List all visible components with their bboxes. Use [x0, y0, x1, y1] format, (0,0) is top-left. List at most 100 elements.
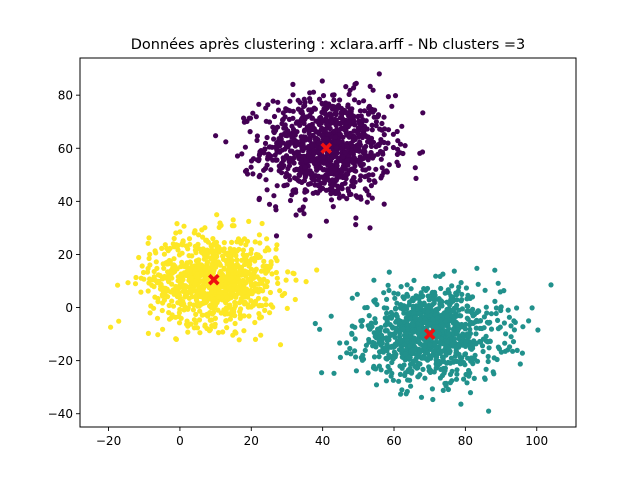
- data-point: [360, 126, 366, 132]
- data-point: [290, 81, 296, 87]
- data-point: [341, 126, 347, 132]
- data-point: [236, 280, 242, 286]
- data-point: [264, 268, 271, 274]
- data-point: [295, 149, 301, 155]
- data-point: [197, 330, 203, 336]
- data-point: [200, 283, 206, 289]
- data-point: [195, 257, 201, 264]
- data-point: [356, 99, 362, 106]
- data-point: [408, 383, 414, 389]
- data-point: [149, 282, 155, 288]
- data-point: [376, 354, 382, 360]
- data-point: [182, 264, 188, 270]
- data-point: [399, 387, 405, 393]
- data-point: [351, 85, 357, 91]
- data-point: [201, 252, 208, 258]
- data-point: [361, 108, 368, 114]
- data-point: [507, 344, 513, 350]
- data-point: [413, 293, 419, 299]
- data-point: [191, 281, 198, 287]
- data-point: [198, 262, 204, 268]
- data-point: [133, 274, 139, 281]
- data-point: [453, 344, 459, 350]
- data-point: [169, 312, 175, 318]
- y-tick-label: 0: [65, 301, 73, 315]
- data-point: [355, 113, 361, 119]
- data-point: [215, 245, 221, 251]
- centroid-marker-1: [208, 273, 220, 286]
- data-point: [451, 268, 457, 274]
- data-point: [425, 350, 431, 356]
- data-point: [484, 310, 490, 316]
- data-point: [395, 138, 401, 144]
- data-point: [353, 80, 359, 86]
- data-point: [197, 246, 203, 252]
- data-point: [287, 197, 294, 204]
- data-point: [116, 318, 122, 324]
- data-point: [352, 348, 358, 354]
- data-point: [331, 104, 337, 110]
- data-point: [332, 116, 338, 122]
- data-point: [266, 201, 273, 207]
- data-point: [369, 195, 375, 201]
- data-point: [461, 376, 467, 382]
- data-point: [246, 218, 252, 224]
- data-point: [360, 155, 367, 161]
- data-point: [418, 303, 424, 309]
- data-point: [212, 321, 218, 327]
- data-point: [293, 277, 299, 283]
- data-point: [204, 311, 210, 317]
- data-point: [398, 391, 404, 397]
- data-point: [366, 110, 372, 116]
- data-point: [209, 317, 215, 323]
- data-point: [258, 280, 264, 286]
- data-point: [283, 107, 289, 114]
- data-point: [249, 256, 255, 262]
- data-point: [437, 339, 443, 345]
- data-point: [227, 316, 233, 322]
- data-point: [328, 118, 334, 124]
- data-point: [241, 115, 247, 121]
- data-point: [316, 183, 322, 189]
- data-point: [417, 150, 423, 156]
- data-point: [343, 84, 349, 90]
- data-point: [294, 119, 300, 125]
- data-point: [301, 128, 307, 134]
- y-tick-label: 40: [58, 195, 73, 209]
- data-point: [323, 125, 329, 131]
- data-point: [439, 348, 445, 354]
- data-point: [387, 367, 393, 373]
- data-point: [385, 282, 391, 288]
- data-point: [464, 380, 470, 386]
- data-point: [389, 103, 395, 109]
- data-point: [451, 315, 457, 321]
- data-point: [227, 246, 233, 252]
- data-point: [221, 307, 227, 313]
- data-point: [256, 174, 262, 180]
- data-point: [485, 353, 491, 360]
- data-point: [364, 173, 370, 179]
- data-point: [248, 250, 254, 256]
- data-point: [202, 322, 208, 328]
- data-point: [184, 318, 190, 324]
- data-point: [269, 271, 275, 277]
- data-point: [176, 292, 182, 298]
- data-point: [224, 257, 230, 263]
- data-point: [257, 276, 263, 282]
- data-point: [241, 328, 247, 334]
- data-point: [395, 162, 401, 168]
- data-point: [438, 366, 444, 372]
- data-point: [264, 279, 270, 285]
- data-point: [416, 310, 422, 317]
- data-point: [229, 267, 235, 273]
- data-point: [366, 336, 372, 343]
- data-point: [370, 87, 376, 93]
- data-point: [493, 310, 499, 317]
- data-point: [167, 245, 173, 251]
- centroid-marker-0: [320, 142, 332, 155]
- data-point: [422, 375, 428, 381]
- data-point: [307, 137, 313, 143]
- data-point: [171, 256, 177, 262]
- data-point: [463, 321, 469, 327]
- data-point: [183, 243, 189, 249]
